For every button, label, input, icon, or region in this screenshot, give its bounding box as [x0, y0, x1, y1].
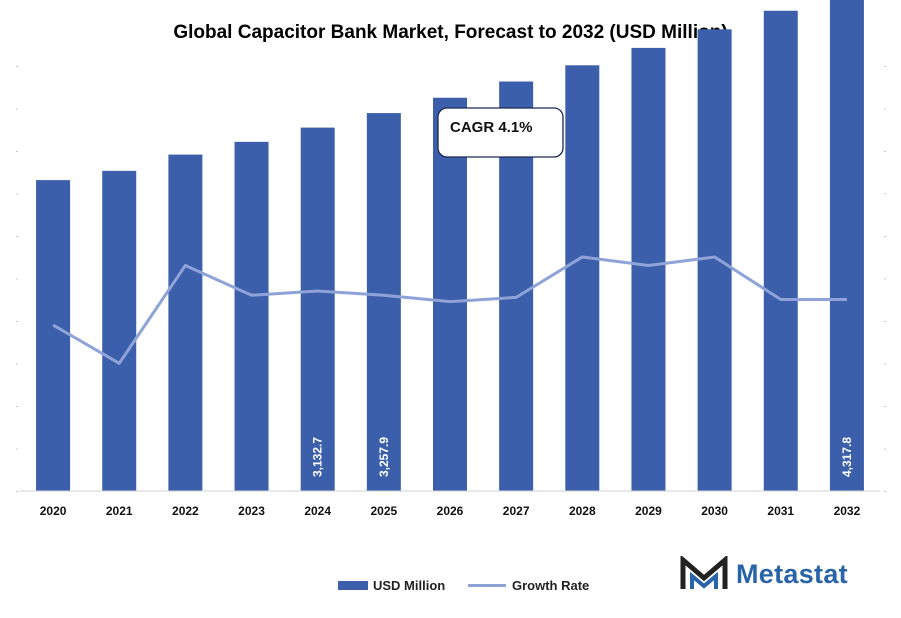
x-tick-label: 2028	[569, 504, 596, 518]
bar-2021	[102, 170, 137, 491]
x-tick-label: 2020	[40, 504, 67, 518]
metastat-logo-icon	[680, 556, 728, 589]
bar-data-label: 3,257.9	[377, 437, 391, 477]
axis-tick-mark	[884, 108, 886, 110]
axis-tick-mark	[16, 151, 18, 152]
bar-2032	[829, 0, 864, 492]
x-tick-label: 2025	[370, 504, 397, 518]
x-axis-labels: 2020 2021 2022 2023 2024 2025 2026 2027 2028 2029…	[40, 504, 861, 518]
axis-tick-mark	[16, 278, 18, 280]
bar-2024	[300, 127, 335, 491]
x-tick-label: 2031	[767, 504, 794, 518]
axis-tick-mark	[884, 151, 886, 152]
x-tick-label: 2027	[503, 504, 530, 518]
bar-data-labels: 3,132.7 3,257.9 4,317.8	[311, 437, 854, 477]
axis-tick-mark	[884, 66, 886, 67]
metastat-logo-text: Metastat	[736, 558, 848, 589]
axis-tick-mark	[884, 448, 886, 450]
x-tick-label: 2023	[238, 504, 265, 518]
legend-bar-label: USD Million	[373, 578, 446, 593]
axis-tick-mark	[16, 236, 18, 237]
bar-2026	[433, 97, 467, 491]
bar-data-label: 3,132.7	[311, 437, 325, 477]
axis-tick-mark	[16, 363, 18, 365]
axis-tick-mark	[16, 491, 18, 492]
bar-2023	[234, 141, 269, 491]
x-tick-label: 2021	[106, 504, 133, 518]
bar-2028	[565, 65, 600, 491]
growth-rate-line	[52, 255, 847, 365]
axis-tick-mark	[884, 406, 886, 407]
x-tick-label: 2032	[834, 504, 861, 518]
axis-tick-mark	[884, 193, 886, 195]
bar-2030	[697, 29, 732, 491]
axis-tick-mark	[16, 448, 18, 450]
legend-line-swatch	[468, 584, 506, 587]
left-axis-ticks	[16, 66, 18, 492]
metastat-logo: Metastat	[680, 556, 848, 592]
x-tick-label: 2029	[635, 504, 662, 518]
axis-tick-mark	[16, 406, 18, 407]
bar-2031	[763, 10, 798, 491]
bar-2029	[631, 47, 666, 491]
axis-tick-mark	[884, 321, 886, 322]
x-tick-label: 2030	[701, 504, 728, 518]
cagr-annotation: CAGR 4.1%	[437, 107, 564, 158]
chart-title: Global Capacitor Bank Market, Forecast t…	[173, 22, 728, 43]
cagr-label: CAGR 4.1%	[450, 119, 533, 136]
axis-tick-mark	[16, 321, 18, 322]
bar-2022	[168, 154, 203, 491]
right-axis-ticks	[884, 66, 886, 492]
x-tick-label: 2024	[304, 504, 331, 518]
bar-2020	[36, 180, 71, 491]
bar-data-label: 4,317.8	[840, 437, 854, 477]
bar-series	[36, 0, 864, 492]
axis-tick-mark	[884, 363, 886, 365]
bar-2025	[366, 113, 401, 491]
axis-tick-mark	[16, 66, 18, 67]
x-tick-label: 2026	[437, 504, 464, 518]
axis-tick-mark	[884, 278, 886, 280]
x-tick-label: 2022	[172, 504, 199, 518]
legend-bar-swatch	[338, 581, 368, 590]
axis-tick-mark	[16, 193, 18, 195]
legend-growth-rate: Growth Rate	[468, 578, 589, 593]
axis-tick-mark	[884, 236, 886, 237]
legend-usd-million: USD Million	[338, 578, 445, 593]
axis-tick-mark	[16, 108, 18, 110]
axis-tick-mark	[884, 491, 886, 492]
legend-line-label: Growth Rate	[512, 578, 590, 593]
